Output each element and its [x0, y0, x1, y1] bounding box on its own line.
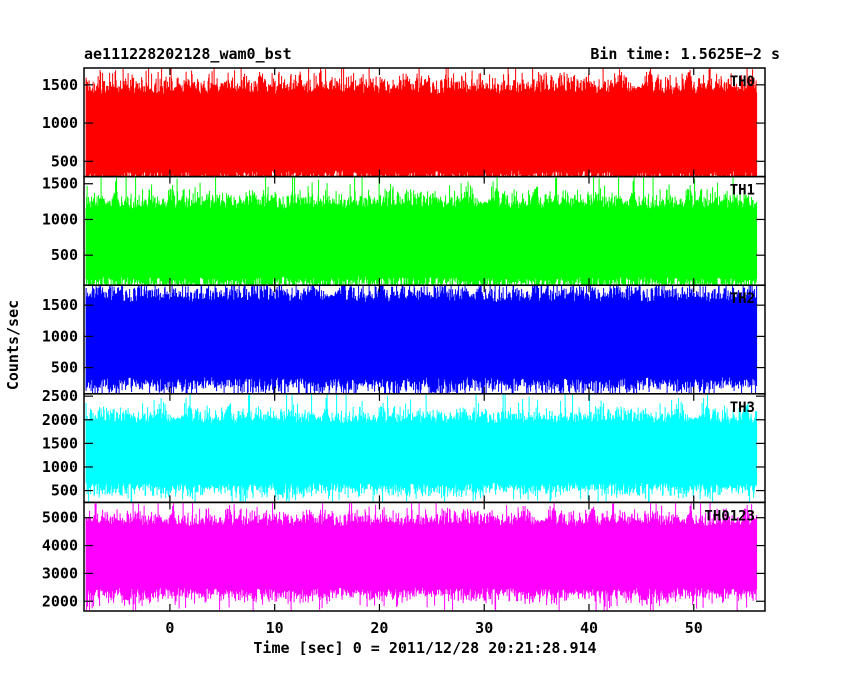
panel-frame — [83, 501, 766, 612]
series-th2-trace — [85, 285, 758, 394]
x-tick-label: 20 — [370, 619, 388, 637]
panel-th1: 500 1000 1500 TH1 — [42, 175, 766, 286]
y-tick-label: 3000 — [42, 564, 78, 582]
series-th0123-trace — [85, 502, 758, 611]
y-axis-title: Counts/sec — [4, 300, 22, 390]
y-tick-label: 1500 — [42, 434, 78, 452]
chart-title: ae111228202128_wam0_bst — [84, 45, 292, 63]
panel-th0: 500 1000 1500 TH0 — [42, 67, 766, 178]
panels-group: 500 1000 1500 TH0 500 1000 1500 TH1 500 1000 1500 T… — [42, 67, 766, 612]
y-tick-label: 1500 — [42, 175, 78, 193]
y-tick-label: 500 — [51, 359, 78, 377]
y-tick-label: 2000 — [42, 411, 78, 429]
y-tick-label: 500 — [51, 246, 78, 264]
y-tick-label: 1000 — [42, 210, 78, 228]
series-th0-trace — [85, 68, 758, 177]
panel-label: TH1 — [730, 183, 755, 199]
y-tick-label: 4000 — [42, 537, 78, 555]
x-tick-label: 40 — [580, 619, 598, 637]
y-tick-label: 1000 — [42, 114, 78, 132]
y-tick-label: 1500 — [42, 76, 78, 94]
series-th1-trace — [85, 176, 758, 286]
panel-th2: 500 1000 1500 TH2 — [42, 284, 766, 395]
y-tick-label: 500 — [51, 482, 78, 500]
y-tick-label: 1500 — [42, 296, 78, 314]
panel-label: TH0 — [730, 74, 755, 90]
y-tick-label: 500 — [51, 152, 78, 170]
x-axis-title: Time [sec] 0 = 2011/12/28 20:21:28.914 — [253, 639, 596, 657]
x-tick-label: 10 — [266, 619, 284, 637]
panel-label: TH2 — [730, 291, 755, 307]
y-tick-label: 5000 — [42, 509, 78, 527]
x-axis: 0 10 20 30 40 50 — [165, 619, 702, 637]
bin-time-label: Bin time: 1.5625E−2 s — [590, 45, 780, 63]
panel-label: TH0123 — [704, 508, 755, 524]
x-tick-label: 0 — [165, 619, 174, 637]
x-tick-label: 30 — [475, 619, 493, 637]
series-th3-trace — [85, 393, 758, 503]
x-tick-label: 50 — [685, 619, 703, 637]
y-tick-label: 1000 — [42, 327, 78, 345]
panel-th0123: 2000 3000 4000 5000 TH0123 — [42, 501, 766, 612]
y-tick-label: 1000 — [42, 458, 78, 476]
y-tick-label: 2000 — [42, 592, 78, 610]
panel-label: TH3 — [730, 400, 755, 416]
panel-th3: 500 1000 1500 2000 2500 TH3 — [42, 387, 766, 504]
y-tick-label: 2500 — [42, 387, 78, 405]
